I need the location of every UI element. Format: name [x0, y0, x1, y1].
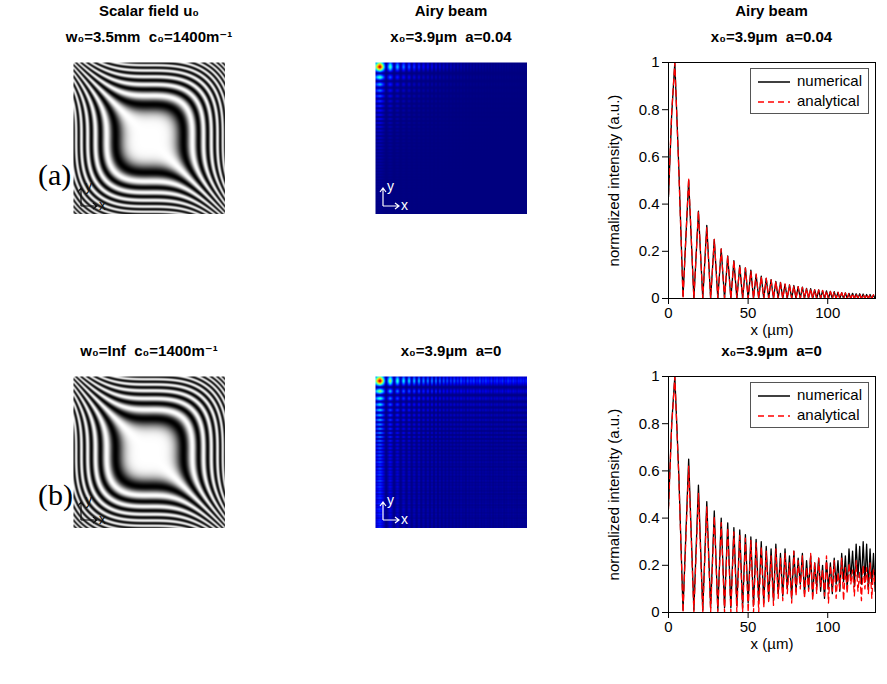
svg-text:y: y: [387, 178, 394, 194]
svg-text:0: 0: [664, 304, 672, 321]
svg-text:0.6: 0.6: [639, 148, 660, 165]
svg-text:0.2: 0.2: [639, 556, 660, 573]
svg-text:normalized intensity (a.u.): normalized intensity (a.u.): [605, 95, 622, 267]
svg-text:0: 0: [651, 603, 659, 620]
html-text:numerical: numerical: [797, 386, 862, 403]
svg-text:y: y: [85, 492, 92, 508]
html-text:Scalar field u₀: Scalar field u₀: [98, 2, 200, 19]
svg-text:normalized intensity (a.u.): normalized intensity (a.u.): [605, 409, 622, 581]
svg-text:y: y: [85, 178, 92, 194]
html-text:w₀=Inf c₀=1400m⁻¹: w₀=Inf c₀=1400m⁻¹: [80, 342, 218, 359]
svg-text:x: x: [99, 197, 106, 212]
svg-text:1: 1: [651, 367, 659, 384]
html-text:Airy beam: Airy beam: [414, 2, 488, 19]
html-text:Airy beam: Airy beam: [735, 2, 808, 19]
svg-text:y: y: [387, 492, 394, 508]
svg-text:0.4: 0.4: [639, 195, 660, 212]
html-text:x₀=3.9µm a=0.04: x₀=3.9µm a=0.04: [710, 28, 833, 45]
svg-text:1: 1: [651, 53, 659, 70]
html-text:(b): (b): [38, 478, 73, 511]
html-text:w₀=3.5mm c₀=1400m⁻¹: w₀=3.5mm c₀=1400m⁻¹: [65, 28, 233, 45]
html-text:analytical: analytical: [797, 92, 860, 109]
svg-text:0: 0: [664, 618, 672, 635]
html-text:x₀=3.9µm a=0: x₀=3.9µm a=0: [721, 342, 822, 359]
html-text:numerical: numerical: [797, 72, 862, 89]
html-text:x₀=3.9µm a=0.04: x₀=3.9µm a=0.04: [390, 28, 512, 45]
svg-text:0.6: 0.6: [639, 462, 660, 479]
svg-text:50: 50: [740, 618, 757, 635]
svg-text:x (µm): x (µm): [751, 635, 794, 652]
svg-text:0.8: 0.8: [639, 415, 660, 432]
html-text:analytical: analytical: [797, 406, 860, 423]
html-text:x₀=3.9µm a=0: x₀=3.9µm a=0: [400, 342, 502, 359]
svg-text:x: x: [401, 511, 408, 526]
svg-text:0.2: 0.2: [639, 242, 660, 259]
svg-text:0.4: 0.4: [639, 509, 660, 526]
html-text:(a): (a): [38, 158, 72, 191]
svg-text:100: 100: [815, 618, 840, 635]
svg-text:50: 50: [740, 304, 757, 321]
svg-text:100: 100: [815, 304, 840, 321]
svg-text:0: 0: [651, 289, 659, 306]
svg-text:0.8: 0.8: [639, 101, 660, 118]
svg-text:x (µm): x (µm): [751, 321, 794, 338]
svg-text:x: x: [99, 511, 106, 526]
svg-text:x: x: [401, 197, 408, 212]
